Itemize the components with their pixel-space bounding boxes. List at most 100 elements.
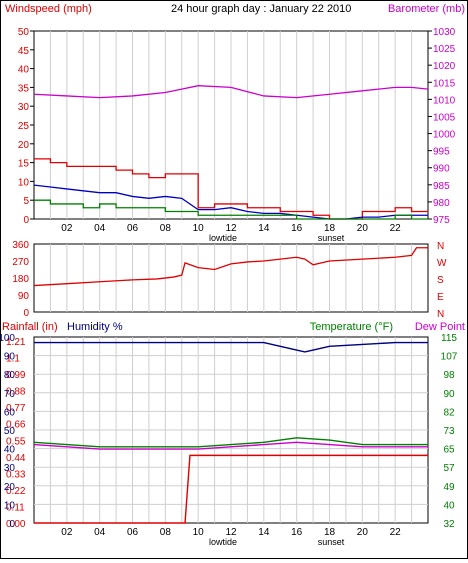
rainfall-tick-label: 0.55 xyxy=(6,436,26,447)
hour-tick-label: 16 xyxy=(291,223,303,234)
hour-tick-label: 04 xyxy=(94,223,106,234)
chart-title: 24 hour graph day : January 22 2010 xyxy=(171,3,351,15)
barometer-tick-label: 1015 xyxy=(433,78,456,89)
humidity-y-ticks: 0 10 20 30 40 50 60 70 80 90 100 xyxy=(0,333,16,530)
rainfall-tick-label: 1.1 xyxy=(6,354,20,365)
hour-tick-label: 08 xyxy=(160,527,172,538)
hour-tick-label: 14 xyxy=(258,527,270,538)
lowtide-annotation-2: lowtide xyxy=(209,537,237,547)
compass-label: E xyxy=(437,292,444,303)
barometer-tick-label: 1000 xyxy=(433,130,456,141)
barometer-tick-label: 990 xyxy=(433,164,450,175)
windspeed-axis-label: Windspeed (mph) xyxy=(5,3,92,15)
barometer-y-ticks: 975 980 985 990 995 1000 1005 1010 1015 1020 1025 1… xyxy=(428,27,456,226)
direction-y-ticks: 360 270 180 90 0 xyxy=(12,240,29,319)
rainfall-tick-label: 0.44 xyxy=(6,453,26,464)
humidity-tick-label: 20 xyxy=(4,482,16,493)
wind-direction-line xyxy=(33,247,428,287)
speed-series-line xyxy=(33,184,428,220)
barometer-tick-label: 995 xyxy=(433,147,450,158)
barometer-tick-label: 1030 xyxy=(433,27,456,38)
hour-tick-label: 12 xyxy=(225,527,237,538)
temperature-y-ticks: 32 40 49 57 65 73 82 90 98 107 115 xyxy=(441,333,458,530)
barometer-tick-label: 980 xyxy=(433,198,450,209)
compass-label: N xyxy=(437,309,444,320)
temperature-tick-label: 115 xyxy=(441,333,457,344)
wind-panel-grid xyxy=(49,31,413,219)
direction-tick-label: 90 xyxy=(18,291,30,302)
direction-series xyxy=(33,247,428,287)
temperature-tick-label: 90 xyxy=(443,389,455,400)
humidity-series-line xyxy=(34,341,428,353)
humidity-axis-label: Humidity % xyxy=(67,321,123,333)
hour-tick-label: 14 xyxy=(258,223,270,234)
windspeed-tick-label: 20 xyxy=(18,140,30,151)
barometer-tick-label: 1025 xyxy=(433,44,456,55)
windspeed-tick-label: 50 xyxy=(18,27,30,38)
temperature-tick-label: 57 xyxy=(443,463,455,474)
humidity-tick-label: 10 xyxy=(4,500,16,511)
barometer-axis-label: Barometer (mb) xyxy=(388,3,465,15)
direction-series-line xyxy=(34,199,428,220)
barometer-tick-label: 985 xyxy=(433,181,450,192)
direction-tick-label: 0 xyxy=(23,308,29,319)
temperature-tick-label: 49 xyxy=(443,482,455,493)
temperature-tick-label: 82 xyxy=(443,407,455,418)
wind-x-ticks: 02 04 06 08 10 12 14 16 18 20 22 xyxy=(61,223,401,234)
temperature-axis-label: Temperature (°F) xyxy=(310,321,393,333)
hour-tick-label: 22 xyxy=(390,223,402,234)
climate-x-ticks: 02 04 06 08 10 12 14 16 18 20 22 xyxy=(61,527,401,538)
direction-tick-label: 360 xyxy=(12,240,29,251)
rainfall-tick-label: 0.22 xyxy=(6,486,26,497)
temperature-tick-label: 40 xyxy=(443,500,455,511)
temperature-series-line xyxy=(33,437,428,448)
temperature-tick-label: 73 xyxy=(443,426,455,437)
windspeed-tick-label: 25 xyxy=(18,121,30,132)
windspeed-tick-label: 40 xyxy=(18,65,30,76)
barometer-tick-label: 1020 xyxy=(433,61,456,72)
humidity-tick-label: 70 xyxy=(4,389,16,400)
compass-label: S xyxy=(437,275,444,286)
windspeed-tick-label: 0 xyxy=(23,215,29,226)
windspeed-tick-label: 45 xyxy=(18,46,30,57)
humidity-tick-label: 0 xyxy=(9,519,15,530)
hour-tick-label: 08 xyxy=(160,223,172,234)
hour-tick-label: 04 xyxy=(94,527,106,538)
hour-tick-label: 16 xyxy=(291,527,303,538)
humidity-tick-label: 40 xyxy=(4,445,16,456)
rainfall-tick-label: 0.33 xyxy=(6,469,26,480)
humidity-tick-label: 80 xyxy=(4,370,16,381)
hour-tick-label: 02 xyxy=(61,527,73,538)
sunset-annotation: sunset xyxy=(318,233,345,243)
windspeed-tick-label: 15 xyxy=(18,159,30,170)
direction-tick-label: 270 xyxy=(12,257,29,268)
windspeed-tick-label: 35 xyxy=(18,83,30,94)
temperature-tick-label: 98 xyxy=(443,370,455,381)
direction-panel-grid xyxy=(49,244,413,312)
humidity-tick-label: 30 xyxy=(4,463,16,474)
climate-series xyxy=(33,341,428,524)
humidity-tick-label: 50 xyxy=(4,426,16,437)
sunset-annotation-2: sunset xyxy=(318,537,345,547)
hour-tick-label: 18 xyxy=(324,223,336,234)
temperature-tick-label: 32 xyxy=(443,519,455,530)
hour-tick-label: 22 xyxy=(390,527,402,538)
hour-tick-label: 06 xyxy=(127,527,139,538)
direction-tick-label: 180 xyxy=(12,274,29,285)
windspeed-tick-label: 5 xyxy=(23,196,29,207)
climate-panel-grid xyxy=(34,337,428,523)
compass-label: W xyxy=(437,258,447,269)
rainfall-tick-label: 1.21 xyxy=(6,337,26,348)
hour-tick-label: 10 xyxy=(193,223,205,234)
rainfall-y-ticks: 0.00 0.11 0.22 0.33 0.44 0.55 0.66 0.77 0.88 0.99… xyxy=(6,337,26,530)
rainfall-tick-label: 0.77 xyxy=(6,403,26,414)
windspeed-y-ticks: 0 5 10 15 20 25 30 35 40 45 50 xyxy=(18,27,34,226)
rainfall-tick-label: 0.66 xyxy=(6,420,26,431)
windspeed-tick-label: 10 xyxy=(18,177,30,188)
barometer-tick-label: 1010 xyxy=(433,95,456,106)
barometer-tick-label: 1005 xyxy=(433,112,456,123)
rain-series-line xyxy=(34,454,428,524)
